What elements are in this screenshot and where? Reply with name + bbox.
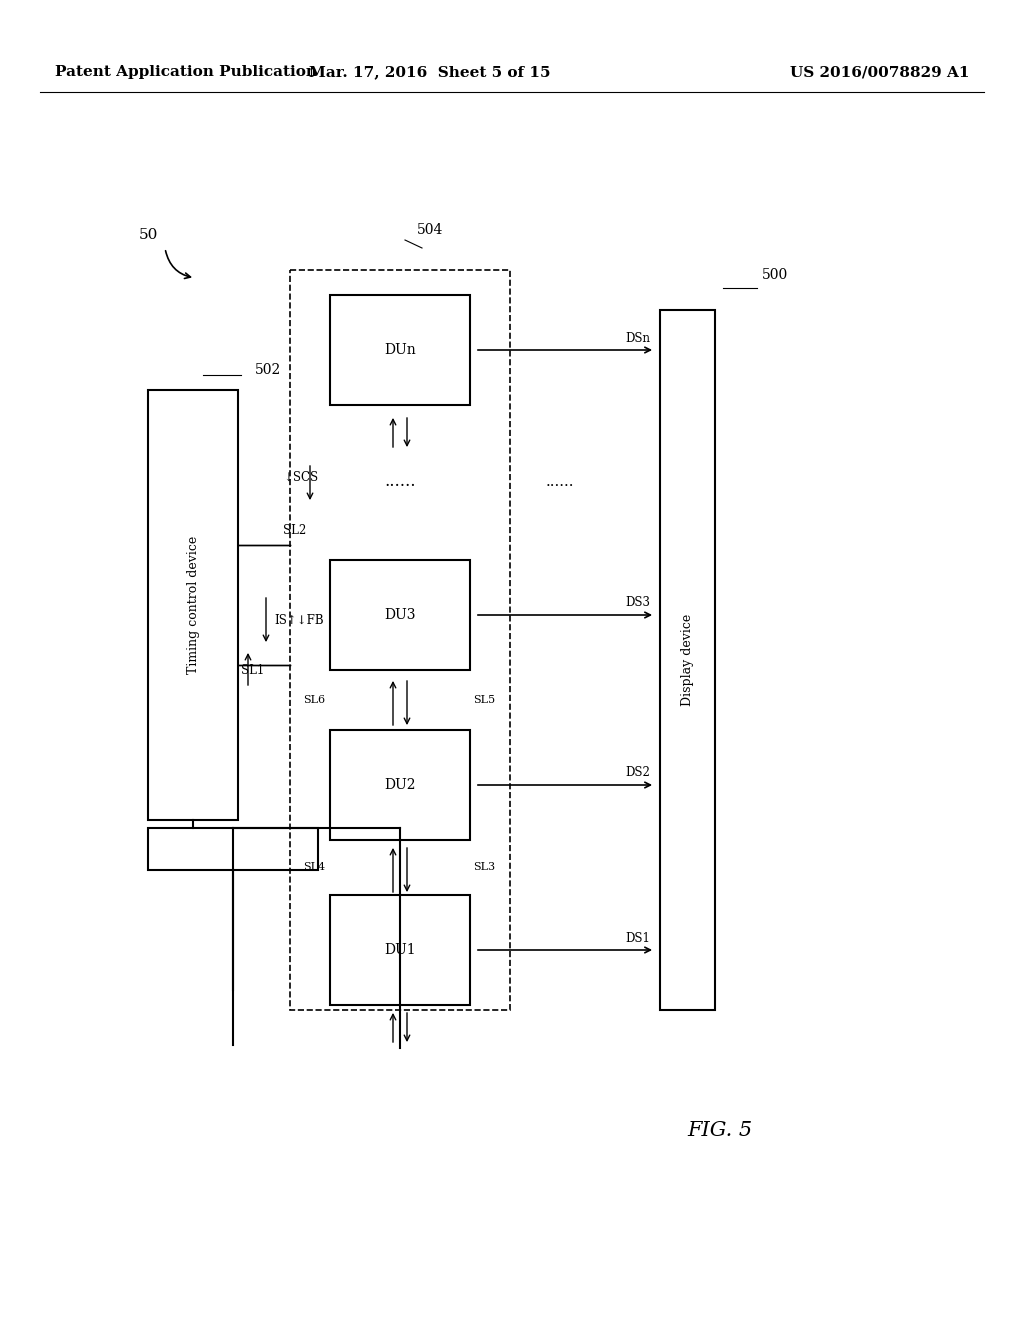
Text: Timing control device: Timing control device: [186, 536, 200, 675]
Text: ......: ......: [384, 474, 416, 491]
Bar: [148, 389, 238, 820]
Text: 502: 502: [255, 363, 282, 378]
Text: US 2016/0078829 A1: US 2016/0078829 A1: [791, 65, 970, 79]
Text: SL4: SL4: [303, 862, 325, 873]
Text: SL1: SL1: [241, 664, 264, 676]
Bar: [330, 895, 470, 1005]
Text: ↓SCS: ↓SCS: [283, 470, 318, 483]
Bar: [290, 271, 510, 1010]
Text: DS3: DS3: [625, 597, 650, 610]
Text: SL2: SL2: [283, 524, 306, 536]
Text: 50: 50: [138, 228, 158, 242]
Text: IS↑↓FB: IS↑↓FB: [274, 614, 324, 627]
Bar: [148, 828, 318, 870]
Text: DU3: DU3: [384, 609, 416, 622]
Text: DS1: DS1: [625, 932, 650, 945]
Text: Mar. 17, 2016  Sheet 5 of 15: Mar. 17, 2016 Sheet 5 of 15: [309, 65, 551, 79]
Bar: [660, 310, 715, 1010]
Text: DU1: DU1: [384, 942, 416, 957]
Bar: [330, 560, 470, 671]
Text: DU2: DU2: [384, 777, 416, 792]
Text: Patent Application Publication: Patent Application Publication: [55, 65, 317, 79]
Text: SL3: SL3: [473, 862, 496, 873]
Text: DUn: DUn: [384, 343, 416, 356]
Text: 500: 500: [762, 268, 788, 282]
Bar: [330, 294, 470, 405]
Text: DS2: DS2: [625, 767, 650, 780]
Text: 504: 504: [417, 223, 443, 238]
Text: SL5: SL5: [473, 696, 496, 705]
Bar: [330, 730, 470, 840]
Text: Display device: Display device: [681, 614, 693, 706]
Text: ......: ......: [546, 475, 574, 488]
Text: FIG. 5: FIG. 5: [687, 1121, 753, 1139]
Text: SL6: SL6: [303, 696, 325, 705]
Text: DSn: DSn: [625, 331, 650, 345]
